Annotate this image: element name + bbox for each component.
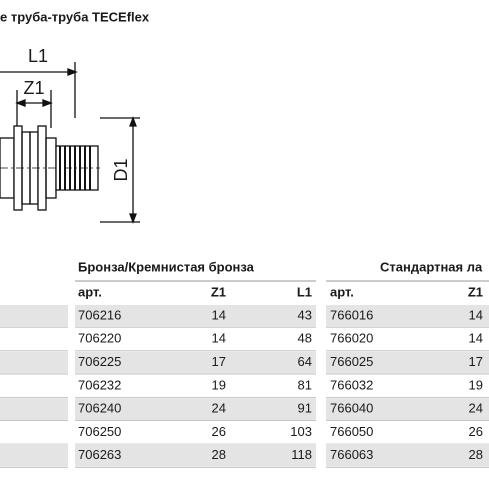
table-cell: 26 bbox=[212, 424, 226, 439]
column-header: арт. bbox=[78, 284, 102, 299]
dim-label: Z1 bbox=[23, 78, 44, 98]
dim-label: L1 bbox=[28, 46, 48, 66]
table-cell: 26 bbox=[469, 424, 483, 439]
column-header: Z1 bbox=[211, 284, 226, 299]
table-cell: 17 bbox=[469, 354, 483, 369]
table-cell: 28 bbox=[469, 447, 483, 462]
table-cell: 17 bbox=[212, 354, 226, 369]
row-shade bbox=[75, 305, 316, 327]
table-cell: 14 bbox=[212, 307, 226, 322]
table-cell: 19 bbox=[212, 377, 226, 392]
table-cell: 14 bbox=[469, 307, 483, 322]
row-shade bbox=[0, 398, 68, 421]
group-header: Стандартная ла bbox=[380, 259, 483, 274]
table-cell: 706263 bbox=[78, 447, 121, 462]
table-cell: 14 bbox=[469, 331, 483, 346]
table-cell: 14 bbox=[212, 331, 226, 346]
table-cell: 766020 bbox=[330, 331, 373, 346]
table-cell: 64 bbox=[298, 354, 312, 369]
column-header: арт. bbox=[330, 284, 354, 299]
group-header: Бронза/Кремнистая бронза bbox=[78, 259, 255, 274]
row-shade bbox=[326, 398, 489, 421]
table-cell: 48 bbox=[298, 331, 312, 346]
column-header: L1 bbox=[297, 284, 312, 299]
table-cell: 103 bbox=[290, 424, 312, 439]
table-cell: 43 bbox=[298, 307, 312, 322]
row-shade bbox=[0, 305, 68, 327]
table-cell: 766050 bbox=[330, 424, 373, 439]
row-shade bbox=[326, 351, 489, 374]
table-cell: 706220 bbox=[78, 331, 121, 346]
table-cell: 766032 bbox=[330, 377, 373, 392]
table-cell: 706225 bbox=[78, 354, 121, 369]
dim-label: D1 bbox=[111, 158, 131, 181]
row-shade bbox=[0, 351, 68, 374]
table-cell: 706232 bbox=[78, 377, 121, 392]
row-shade bbox=[326, 305, 489, 327]
row-shade bbox=[75, 398, 316, 421]
table-cell: 766063 bbox=[330, 447, 373, 462]
table-cell: 766025 bbox=[330, 354, 373, 369]
table-cell: 91 bbox=[298, 401, 312, 416]
row-shade bbox=[75, 444, 316, 467]
row-shade bbox=[75, 351, 316, 374]
column-header: Z1 bbox=[468, 284, 483, 299]
table-cell: 706250 bbox=[78, 424, 121, 439]
fitting-drawing bbox=[0, 62, 140, 224]
table: арт. Z1 L1 арт. Z1 706216 14 43 766016 14 706220 14… bbox=[0, 280, 489, 468]
title: е труба-труба TECEflex bbox=[0, 9, 150, 24]
table-cell: 24 bbox=[469, 401, 483, 416]
table-cell: 19 bbox=[469, 377, 483, 392]
table-cell: 766016 bbox=[330, 307, 373, 322]
table-cell: 706216 bbox=[78, 307, 121, 322]
table-cell: 766040 bbox=[330, 401, 373, 416]
table-cell: 28 bbox=[212, 447, 226, 462]
row-shade bbox=[326, 444, 489, 467]
table-cell: 24 bbox=[212, 401, 226, 416]
table-cell: 118 bbox=[291, 447, 312, 462]
row-shade bbox=[0, 444, 68, 467]
table-cell: 706240 bbox=[78, 401, 121, 416]
table-cell: 81 bbox=[298, 377, 312, 392]
